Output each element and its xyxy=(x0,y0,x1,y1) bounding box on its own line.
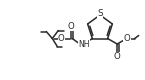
Text: O: O xyxy=(114,52,120,61)
Text: NH: NH xyxy=(78,40,90,48)
Text: O: O xyxy=(124,34,130,43)
Text: O: O xyxy=(58,34,65,43)
Text: S: S xyxy=(97,9,103,18)
Text: O: O xyxy=(68,22,75,30)
